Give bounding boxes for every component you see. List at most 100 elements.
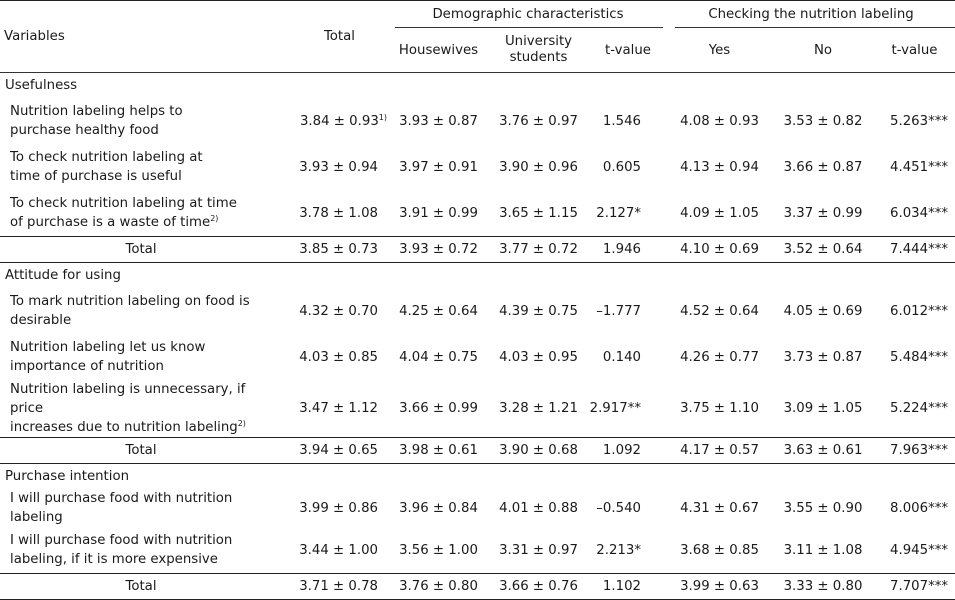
variable-line2: labeling, if it is more expensive (10, 552, 218, 567)
header-tvalue: t-value (605, 42, 651, 58)
total-value: 3.47 ± 1.12 (299, 401, 378, 416)
cell-housewives: 3.96 ± 0.84 (399, 500, 478, 516)
cell-total: 3.93 ± 0.94 (282, 144, 389, 190)
cell-tvalue: –1.777 (596, 303, 641, 319)
total-row: Total 3.71 ± 0.78 3.76 ± 0.80 3.66 ± 0.76 1.… (0, 573, 955, 600)
variable-label: Nutrition labeling is unnecessary, if pr… (0, 380, 282, 438)
section-row: Usefulness (0, 73, 955, 99)
cell-tvalue2: 7.707*** (890, 579, 949, 594)
table-row: To mark nutrition labeling on food is des… (0, 288, 955, 334)
table-row: Nutrition labeling is unnecessary, if pr… (0, 380, 955, 438)
cell-tvalue2: 7.444*** (890, 242, 949, 257)
cell-yes: 4.08 ± 0.93 (680, 113, 759, 129)
header-no: No (813, 42, 833, 58)
cell-tvalue: 0.605 (602, 159, 641, 175)
variable-label: I will purchase food with nutrition labe… (0, 489, 282, 527)
cell-students: 4.39 ± 0.75 (499, 303, 578, 319)
cell-tvalue2: 5.263*** (890, 113, 949, 129)
header-variables: Variables (0, 0, 282, 73)
variable-line2: purchase healthy food (10, 123, 159, 138)
variable-line2: importance of nutrition (10, 359, 164, 374)
cell-tvalue: 2.917** (589, 401, 641, 416)
total-row: Total 3.94 ± 0.65 3.98 ± 0.61 3.90 ± 0.68 1.… (0, 437, 955, 464)
footnote-marker: 2) (210, 214, 219, 223)
cell-tvalue2: 6.034*** (890, 205, 949, 221)
header-students: University students (504, 34, 573, 65)
cell-yes: 3.99 ± 0.63 (680, 579, 759, 594)
total-label: Total (125, 242, 157, 257)
variable-line1: Nutrition labeling is unnecessary, if pr… (10, 382, 246, 416)
cell-students: 3.77 ± 0.72 (499, 242, 578, 257)
header-checking: Checking the nutrition labeling (667, 1, 955, 29)
section-row: Attitude for using (0, 263, 955, 289)
total-label: Total (125, 579, 157, 594)
variable-line1: To check nutrition labeling at (10, 150, 203, 165)
cell-tvalue: 1.092 (602, 443, 641, 458)
variable-line1: To mark nutrition labeling on food is (10, 294, 250, 309)
cell-total: 3.84 ± 0.931) (282, 98, 389, 144)
section-title: Purchase intention (5, 469, 130, 484)
cell-housewives: 3.56 ± 1.00 (399, 542, 478, 558)
section-title: Usefulness (5, 78, 78, 93)
cell-no: 3.66 ± 0.87 (783, 159, 863, 175)
cell-tvalue2: 5.224*** (890, 401, 949, 416)
cell-students: 3.90 ± 0.68 (499, 443, 578, 458)
cell-tvalue: –0.540 (596, 500, 641, 516)
variable-line1: Nutrition labeling helps to (10, 104, 183, 119)
cell-tvalue: 2.213* (596, 542, 641, 558)
cell-no: 3.63 ± 0.61 (783, 443, 863, 458)
cell-total: 3.78 ± 1.08 (282, 190, 389, 237)
cell-housewives: 3.97 ± 0.91 (399, 159, 478, 175)
footnote-marker: 2) (237, 419, 246, 428)
total-value: 3.93 ± 0.94 (299, 159, 378, 175)
cell-total: 3.94 ± 0.65 (299, 443, 378, 458)
cell-tvalue: 2.127* (596, 205, 641, 221)
total-value: 3.78 ± 1.08 (299, 205, 378, 221)
cell-housewives: 4.25 ± 0.64 (399, 303, 478, 319)
cell-tvalue2: 8.006*** (890, 500, 949, 516)
total-value: 3.44 ± 1.00 (299, 542, 378, 558)
cell-yes: 4.09 ± 1.05 (680, 205, 759, 221)
cell-housewives: 3.93 ± 0.72 (399, 242, 478, 257)
cell-housewives: 3.66 ± 0.99 (399, 401, 478, 416)
cell-no: 3.33 ± 0.80 (783, 579, 863, 594)
cell-no: 3.37 ± 0.99 (783, 205, 863, 221)
cell-yes: 4.10 ± 0.69 (680, 242, 759, 257)
cell-no: 3.52 ± 0.64 (783, 242, 863, 257)
section-title: Attitude for using (5, 268, 121, 283)
cell-total: 4.32 ± 0.70 (282, 288, 389, 334)
cell-yes: 4.26 ± 0.77 (680, 349, 759, 365)
total-label: Total (125, 443, 157, 458)
variable-label: To mark nutrition labeling on food is des… (0, 288, 282, 334)
total-value: 3.84 ± 0.93 (299, 113, 379, 129)
cell-total: 3.99 ± 0.86 (282, 489, 389, 527)
cell-yes: 3.75 ± 1.10 (680, 401, 759, 416)
cell-housewives: 3.98 ± 0.61 (399, 443, 478, 458)
variable-line2: of purchase is a waste of time (10, 215, 211, 230)
table-row: To check nutrition labeling at time of pu… (0, 190, 955, 237)
variable-line2: increases due to nutrition labeling (10, 420, 238, 435)
cell-no: 4.05 ± 0.69 (783, 303, 863, 319)
table-row: Nutrition labeling helps to purchase heal… (0, 98, 955, 144)
cell-yes: 4.31 ± 0.67 (680, 500, 759, 516)
variable-line2: desirable (10, 313, 72, 328)
cell-total: 4.03 ± 0.85 (282, 334, 389, 380)
cell-students: 4.03 ± 0.95 (499, 349, 578, 365)
variable-label: To check nutrition labeling at time of pu… (0, 190, 282, 237)
cell-total: 3.71 ± 0.78 (299, 579, 378, 594)
variable-label: Nutrition labeling let us know importance… (0, 334, 282, 380)
table-row: Nutrition labeling let us know importance… (0, 334, 955, 380)
total-row: Total 3.85 ± 0.73 3.93 ± 0.72 3.77 ± 0.72 1.… (0, 236, 955, 263)
total-value: 3.99 ± 0.86 (299, 500, 378, 516)
cell-tvalue2: 4.945*** (890, 542, 949, 558)
cell-housewives: 4.04 ± 0.75 (399, 349, 478, 365)
cell-tvalue2: 5.484*** (890, 349, 949, 365)
table-row: I will purchase food with nutrition labe… (0, 489, 955, 527)
section-row: Purchase intention (0, 464, 955, 490)
variable-line1: I will purchase food with nutrition labe… (10, 491, 233, 525)
cell-yes: 4.52 ± 0.64 (680, 303, 759, 319)
variable-label: To check nutrition labeling at time of pu… (0, 144, 282, 190)
cell-no: 3.55 ± 0.90 (783, 500, 863, 516)
cell-no: 3.73 ± 0.87 (783, 349, 863, 365)
